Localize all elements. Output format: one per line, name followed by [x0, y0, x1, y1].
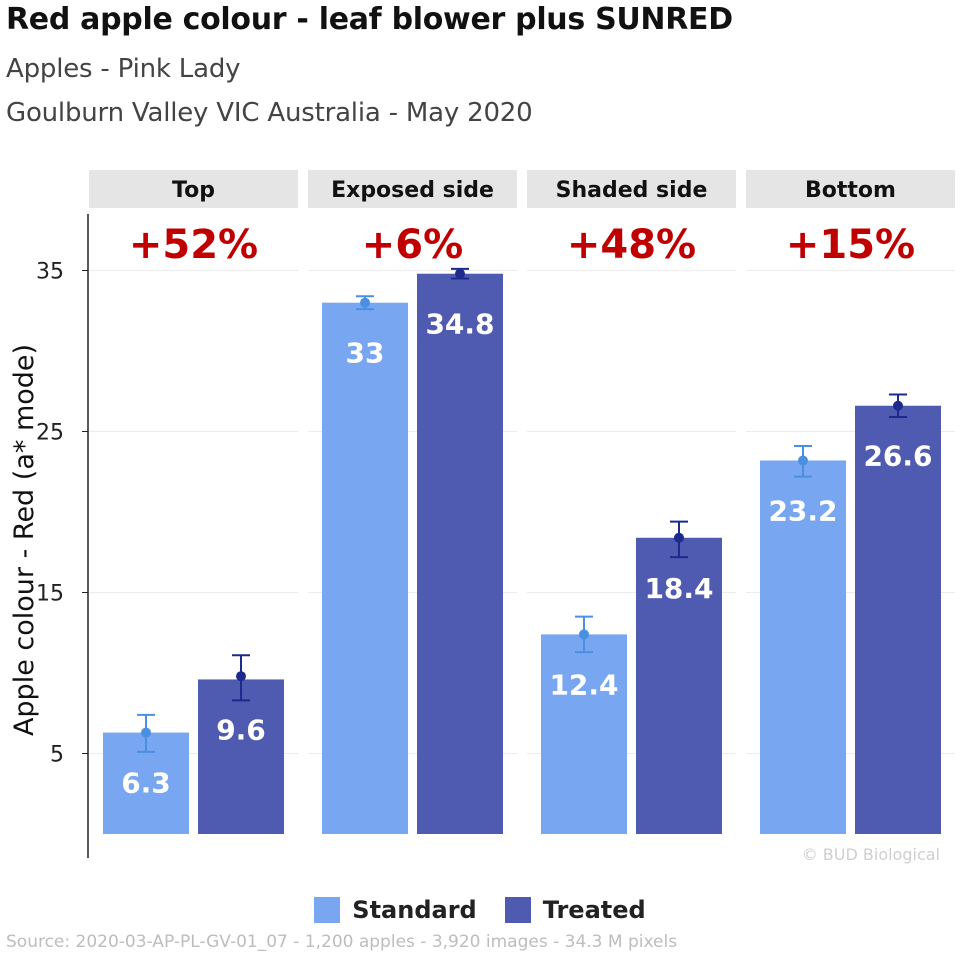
facet-strip [527, 170, 736, 208]
facet-label: Top [172, 178, 215, 203]
y-tick-label: 5 [50, 743, 64, 768]
legend: Standard Treated [0, 896, 960, 924]
y-tick-label: 25 [36, 421, 64, 446]
bar-standard [322, 302, 408, 834]
bar-treated [198, 679, 284, 834]
data-label: 33 [346, 337, 385, 370]
facet-label: Exposed side [331, 178, 494, 203]
bar-standard [760, 460, 846, 834]
facet-label: Shaded side [556, 178, 708, 203]
mean-point [674, 532, 684, 543]
chart-title: Red apple colour - leaf blower plus SUNR… [6, 2, 733, 37]
data-label: 26.6 [863, 440, 932, 473]
mean-point [360, 297, 370, 308]
y-tick-label: 35 [36, 260, 64, 285]
facet-strip [746, 170, 955, 208]
facet-strip [308, 170, 517, 208]
percent-change-label: +15% [786, 222, 915, 268]
percent-change-label: +48% [567, 222, 696, 268]
y-axis-title: Apple colour - Red (a* mode) [9, 344, 40, 736]
legend-item-treated: Treated [504, 896, 646, 924]
bar-treated [855, 405, 941, 834]
data-label: 9.6 [216, 713, 266, 746]
legend-item-standard: Standard [314, 896, 477, 924]
data-label: 34.8 [425, 308, 494, 341]
mean-point [893, 400, 903, 411]
data-label: 6.3 [121, 767, 171, 800]
watermark: © BUD Biological [802, 845, 940, 864]
percent-change-label: +6% [362, 222, 463, 268]
bar-treated [417, 273, 503, 835]
data-label: 18.4 [644, 572, 713, 605]
bar-standard [541, 634, 627, 834]
facet-strip [89, 170, 298, 208]
legend-label-standard: Standard [352, 896, 477, 924]
legend-label-treated: Treated [542, 896, 646, 924]
mean-point [236, 671, 246, 682]
percent-change-label: +52% [129, 222, 258, 268]
source-note: Source: 2020-03-AP-PL-GV-01_07 - 1,200 a… [6, 932, 678, 952]
legend-swatch-standard [314, 897, 341, 923]
mean-point [798, 455, 808, 466]
data-label: 23.2 [768, 494, 837, 527]
chart-subtitle-variety: Apples - Pink Lady [6, 54, 241, 84]
bar-treated [636, 537, 722, 834]
facet-label: Bottom [805, 178, 896, 203]
chart-subtitle-location: Goulburn Valley VIC Australia - May 2020 [6, 98, 533, 128]
mean-point [455, 268, 465, 279]
mean-point [579, 629, 589, 640]
data-label: 12.4 [549, 668, 618, 701]
legend-swatch-treated [504, 897, 531, 923]
bar-chart: 5 15 25 35 Apple colour - Red (a* mode) Top +5… [9, 170, 955, 864]
y-tick-label: 15 [36, 582, 64, 607]
mean-point [141, 727, 151, 738]
